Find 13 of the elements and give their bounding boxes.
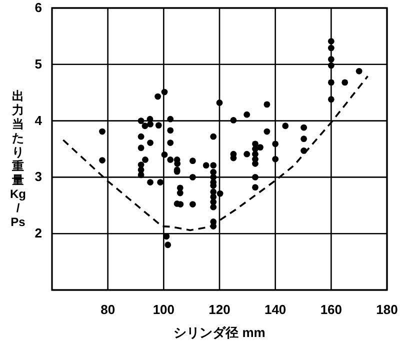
y-tick-label: 3 (34, 169, 42, 184)
x-tick-label: 100 (152, 302, 175, 317)
y-tick-label: 6 (34, 0, 42, 15)
x-tick-label: 120 (208, 302, 230, 317)
x-tick-label: 180 (376, 302, 398, 317)
x-axis-title: シリンダ径 mm (174, 325, 266, 340)
y-tick-label: 2 (34, 226, 42, 241)
x-tick-label: 160 (320, 302, 342, 317)
y-tick-label: 4 (34, 112, 43, 128)
x-tick-label: 80 (100, 302, 116, 317)
x-tick-label: 140 (264, 302, 286, 317)
y-tick-label: 5 (34, 56, 42, 72)
text: 出力当たり重量 Kg/Ps (10, 89, 26, 229)
